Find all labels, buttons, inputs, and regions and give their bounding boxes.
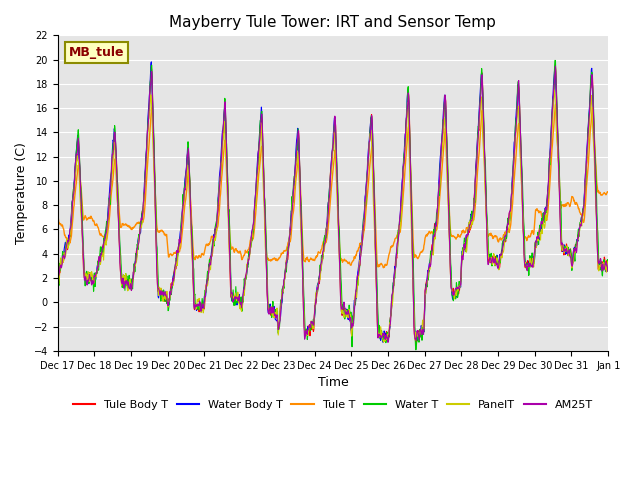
Line: AM25T: AM25T [58, 66, 608, 342]
Tule Body T [163, 290, 170, 296]
Tule T [163, 231, 170, 237]
Tule Body T [412, 340, 420, 346]
AM25T [54, 274, 61, 280]
Water Body T [177, 228, 184, 234]
AM25T [237, 305, 245, 311]
Title: Mayberry Tule Tower: IRT and Sensor Temp: Mayberry Tule Tower: IRT and Sensor Temp [170, 15, 497, 30]
PanelT [490, 252, 498, 257]
Water Body T [238, 304, 246, 310]
PanelT [163, 289, 170, 295]
Water T [551, 58, 559, 63]
AM25T [384, 339, 392, 345]
Tule Body T [237, 300, 245, 306]
Tule T [419, 248, 426, 254]
Water T [163, 294, 170, 300]
PanelT [604, 259, 612, 264]
PanelT [176, 241, 184, 247]
Line: Tule Body T: Tule Body T [58, 67, 608, 343]
Tule Body T [552, 64, 559, 70]
Water Body T [491, 257, 499, 263]
Water T [176, 239, 184, 244]
Water T [54, 277, 61, 283]
AM25T [490, 260, 498, 265]
Water Body T [419, 327, 427, 333]
Water Body T [54, 286, 61, 292]
PanelT [550, 87, 558, 93]
AM25T [419, 328, 426, 334]
AM25T [604, 268, 612, 274]
PanelT [237, 309, 245, 314]
Water Body T [163, 292, 171, 298]
Water T [412, 347, 420, 353]
Tule Body T [176, 235, 184, 240]
Tule T [604, 189, 612, 195]
Tule T [539, 216, 547, 221]
Line: Water T: Water T [58, 60, 608, 350]
AM25T [552, 63, 559, 69]
AM25T [163, 294, 170, 300]
Water Body T [379, 339, 387, 345]
Tule Body T [490, 258, 498, 264]
Water Body T [147, 59, 155, 65]
Line: PanelT: PanelT [58, 90, 608, 342]
Tule T [176, 246, 184, 252]
Water T [419, 333, 426, 339]
PanelT [419, 320, 426, 325]
Water Body T [540, 211, 547, 216]
Line: Tule T: Tule T [58, 105, 608, 268]
PanelT [54, 270, 61, 276]
Water T [539, 217, 547, 223]
Tule T [380, 265, 387, 271]
Tule T [237, 255, 245, 261]
Tule Body T [419, 327, 426, 333]
PanelT [380, 339, 387, 345]
Y-axis label: Temperature (C): Temperature (C) [15, 142, 28, 244]
Tule Body T [54, 270, 61, 276]
Tule T [54, 212, 61, 217]
Tule T [552, 102, 559, 108]
Legend: Tule Body T, Water Body T, Tule T, Water T, PanelT, AM25T: Tule Body T, Water Body T, Tule T, Water… [68, 396, 598, 415]
Line: Water Body T: Water Body T [58, 62, 608, 342]
Water T [237, 296, 245, 302]
PanelT [539, 221, 547, 227]
AM25T [176, 240, 184, 245]
AM25T [539, 218, 547, 224]
Text: MB_tule: MB_tule [68, 46, 124, 59]
Tule T [490, 234, 498, 240]
Water T [490, 257, 498, 263]
Water T [604, 259, 612, 264]
Tule Body T [604, 268, 612, 274]
X-axis label: Time: Time [317, 376, 348, 389]
Water Body T [604, 264, 612, 270]
Tule Body T [539, 220, 547, 226]
